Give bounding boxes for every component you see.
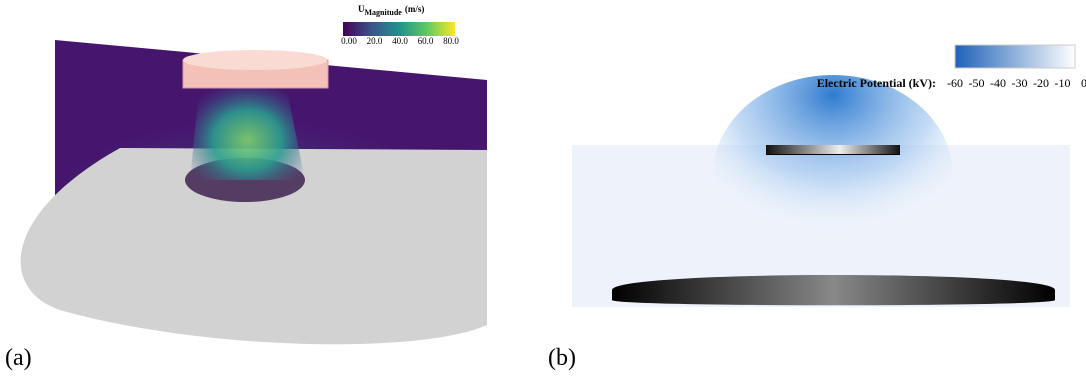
colorbar-tick: 20.0 — [367, 36, 383, 46]
colorbar-tick: 80.0 — [443, 36, 459, 46]
colorbar-b — [955, 45, 1075, 68]
figure: UMagnitude(m/s) 0.00 20.0 40.0 60.0 80.0 (a)… — [0, 0, 1086, 379]
page: UMagnitude(m/s) 0.00 20.0 40.0 60.0 80.0 (a)… — [0, 0, 1086, 379]
colorbar-title: Electric Potential (kV): — [817, 76, 936, 90]
electrode-body — [766, 145, 900, 154]
colorbar-title: UMagnitude(m/s) — [358, 4, 424, 17]
colorbar-a — [343, 22, 455, 36]
colorbar-tick: 60.0 — [418, 36, 434, 46]
ground-plate — [612, 275, 1055, 305]
colorbar-tick: 40.0 — [392, 36, 408, 46]
potential-field — [713, 75, 953, 275]
panel-label: (b) — [548, 345, 576, 371]
colorbar-tick: -40 — [990, 76, 1006, 90]
electrode-top — [183, 50, 327, 70]
colorbar-tick: -50 — [969, 76, 985, 90]
colorbar-tick: -30 — [1012, 76, 1028, 90]
panel-b: Electric Potential (kV): -60 -50 -40 -30 -20… — [548, 45, 1086, 371]
panel-a: UMagnitude(m/s) 0.00 20.0 40.0 60.0 80.0 (a) — [5, 4, 487, 371]
colorbar-tick: -10 — [1055, 76, 1071, 90]
spray — [190, 80, 305, 180]
electrode-edge — [766, 154, 900, 155]
panel-label: (a) — [5, 345, 32, 371]
colorbar-tick: 0.00 — [341, 36, 357, 46]
colorbar-tick: -20 — [1033, 76, 1049, 90]
colorbar-tick: -60 — [947, 76, 963, 90]
colorbar-tick: 0 — [1081, 76, 1086, 90]
